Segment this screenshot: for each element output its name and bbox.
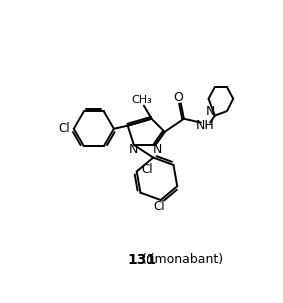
Text: (rimonabant): (rimonabant): [142, 253, 224, 266]
Text: N: N: [205, 105, 215, 118]
Text: N: N: [152, 143, 162, 156]
Text: CH₃: CH₃: [131, 95, 152, 105]
Text: 131: 131: [127, 253, 156, 267]
Text: Cl: Cl: [59, 122, 70, 135]
Text: Cl: Cl: [141, 163, 153, 176]
Text: NH: NH: [195, 119, 214, 132]
Text: N: N: [128, 143, 138, 156]
Text: O: O: [173, 92, 183, 105]
Text: Cl: Cl: [153, 201, 165, 214]
